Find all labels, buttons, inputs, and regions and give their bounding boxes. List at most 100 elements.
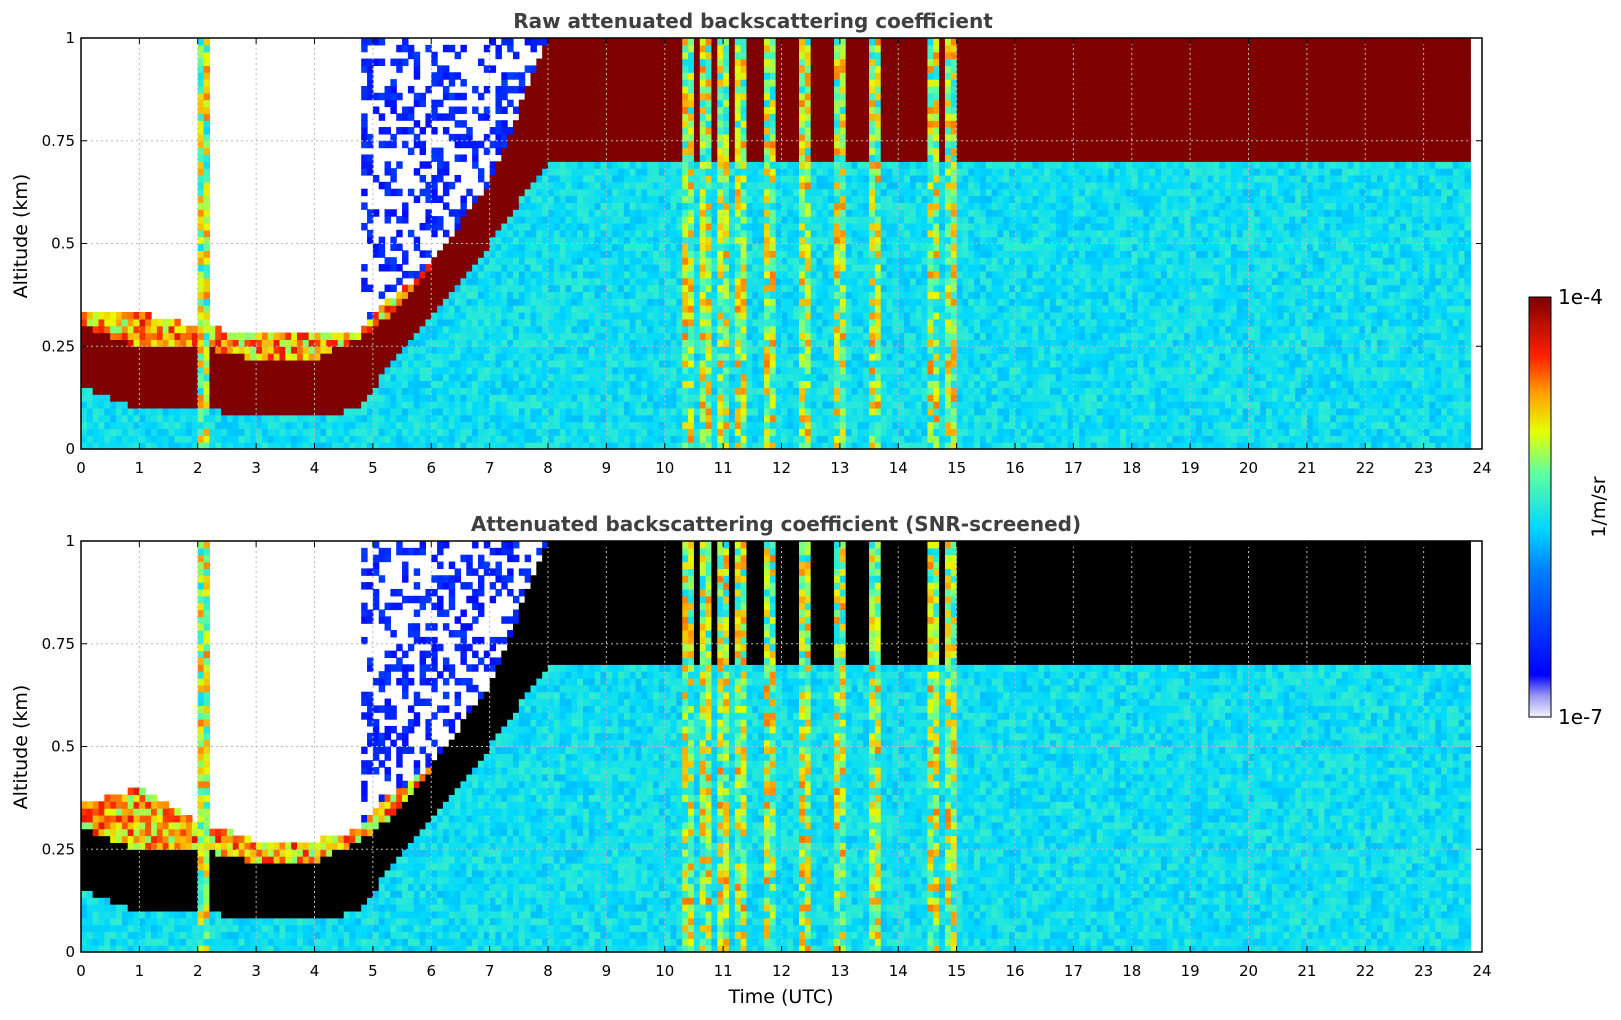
heatmap-cell bbox=[682, 92, 689, 101]
heatmap-cell bbox=[489, 387, 497, 395]
heatmap-cell bbox=[717, 58, 724, 66]
heatmap-cell bbox=[361, 359, 368, 368]
heatmap-cell bbox=[203, 387, 211, 395]
heatmap-cell bbox=[121, 421, 129, 430]
heatmap-cell bbox=[320, 401, 327, 409]
heatmap-cell bbox=[501, 298, 508, 306]
heatmap-cell bbox=[384, 353, 391, 361]
heatmap-cell bbox=[740, 270, 748, 279]
heatmap-cell bbox=[688, 209, 695, 217]
heatmap-cell bbox=[752, 373, 759, 382]
heatmap-cell bbox=[238, 353, 246, 361]
heatmap-cell bbox=[728, 195, 736, 203]
heatmap-cell bbox=[110, 366, 117, 375]
heatmap-cell bbox=[145, 401, 152, 409]
heatmap-cell bbox=[775, 373, 783, 382]
heatmap-cell bbox=[723, 401, 730, 409]
heatmap-cell bbox=[769, 195, 777, 203]
heatmap-cell bbox=[758, 44, 765, 53]
heatmap-cell bbox=[746, 264, 753, 272]
heatmap-cell bbox=[542, 353, 549, 361]
heatmap-cell bbox=[746, 216, 753, 224]
heatmap-cell bbox=[203, 339, 211, 347]
heatmap-cell bbox=[752, 127, 759, 135]
heatmap-cell bbox=[577, 346, 584, 354]
heatmap-cell bbox=[571, 58, 578, 66]
heatmap-cell bbox=[553, 339, 561, 347]
heatmap-cell bbox=[250, 339, 257, 347]
heatmap-cell bbox=[606, 264, 613, 272]
heatmap-cell bbox=[203, 168, 211, 176]
heatmap-cell bbox=[489, 414, 497, 423]
heatmap-cell bbox=[734, 312, 742, 320]
heatmap-cell bbox=[705, 195, 713, 203]
heatmap-cell bbox=[676, 394, 683, 402]
heatmap-cell bbox=[507, 346, 514, 354]
heatmap-cell bbox=[442, 202, 450, 210]
heatmap-cell bbox=[442, 401, 450, 409]
heatmap-cell bbox=[139, 318, 146, 327]
heatmap-cell bbox=[699, 168, 707, 176]
heatmap-cell bbox=[588, 202, 596, 210]
heatmap-cell bbox=[688, 421, 695, 430]
heatmap-cell bbox=[548, 140, 555, 149]
heatmap-cell bbox=[612, 44, 619, 53]
heatmap-cell bbox=[536, 243, 543, 251]
heatmap-cell bbox=[425, 284, 432, 293]
heatmap-cell bbox=[746, 72, 753, 80]
heatmap-cell bbox=[139, 325, 146, 334]
heatmap-cell bbox=[793, 250, 800, 258]
heatmap-cell bbox=[553, 366, 561, 375]
heatmap-cell bbox=[495, 99, 502, 108]
heatmap-cell bbox=[437, 257, 444, 265]
heatmap-cell bbox=[787, 414, 794, 423]
heatmap-cell bbox=[507, 264, 514, 272]
heatmap-cell bbox=[693, 325, 701, 334]
heatmap-cell bbox=[670, 202, 678, 210]
heatmap-cell bbox=[507, 257, 514, 265]
heatmap-cell bbox=[226, 435, 234, 443]
heatmap-cell bbox=[799, 209, 806, 217]
heatmap-cell bbox=[553, 154, 561, 162]
heatmap-cell bbox=[571, 236, 578, 245]
heatmap-cell bbox=[728, 140, 736, 149]
heatmap-cell bbox=[612, 120, 619, 128]
heatmap-cell bbox=[728, 99, 736, 108]
heatmap-cell bbox=[641, 250, 648, 258]
heatmap-cell bbox=[734, 168, 742, 176]
heatmap-cell bbox=[571, 154, 578, 162]
heatmap-cell bbox=[658, 202, 666, 210]
heatmap-cell bbox=[226, 421, 234, 430]
heatmap-cell bbox=[629, 318, 637, 327]
heatmap-cell bbox=[442, 332, 450, 340]
heatmap-cell bbox=[571, 250, 578, 258]
heatmap-cell bbox=[431, 277, 438, 286]
heatmap-cell bbox=[763, 188, 771, 197]
heatmap-cell bbox=[116, 318, 123, 327]
heatmap-cell bbox=[583, 161, 590, 169]
heatmap-cell bbox=[623, 284, 631, 293]
heatmap-cell bbox=[489, 407, 497, 416]
heatmap-cell bbox=[291, 373, 298, 382]
heatmap-cell bbox=[676, 99, 683, 108]
heatmap-cell bbox=[676, 222, 683, 231]
heatmap-cell bbox=[209, 394, 216, 402]
heatmap-cell bbox=[763, 312, 771, 320]
heatmap-cell bbox=[355, 339, 362, 347]
heatmap-cell bbox=[495, 407, 502, 416]
heatmap-cell bbox=[238, 332, 246, 340]
heatmap-cell bbox=[273, 353, 281, 361]
heatmap-cell bbox=[734, 373, 742, 382]
heatmap-cell bbox=[658, 127, 666, 135]
heatmap-cell bbox=[571, 127, 578, 135]
heatmap-cell bbox=[133, 312, 140, 320]
heatmap-cell bbox=[647, 442, 654, 450]
heatmap-cell bbox=[676, 229, 683, 238]
heatmap-cell bbox=[740, 414, 748, 423]
heatmap-cell bbox=[606, 229, 613, 238]
heatmap-cell bbox=[361, 332, 368, 340]
heatmap-cell bbox=[799, 168, 806, 176]
heatmap-cell bbox=[740, 339, 748, 347]
heatmap-cell bbox=[763, 133, 771, 142]
heatmap-cell bbox=[571, 421, 578, 430]
